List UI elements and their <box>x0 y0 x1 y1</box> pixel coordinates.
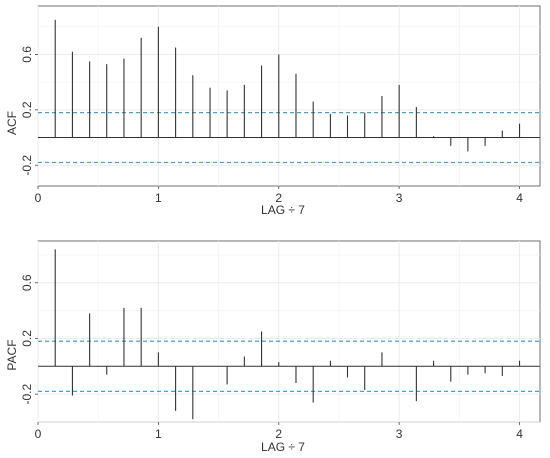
acf-x-tick-label: 1 <box>155 191 162 205</box>
pacf-plot-frame <box>37 240 541 423</box>
acf-x-tick-label: 2 <box>275 191 282 205</box>
pacf-y-tick-label: 0.6 <box>20 274 34 291</box>
acf-plot-frame <box>37 5 541 187</box>
acf-x-tick-label: 4 <box>516 191 523 205</box>
pacf-y-axis-label: PACF <box>5 339 19 370</box>
pacf-x-axis-label: LAG ÷ 7 <box>261 440 305 454</box>
pacf-y-tick-label: -0.2 <box>20 383 34 404</box>
pacf-x-tick-label: 4 <box>516 427 523 441</box>
acf-y-tick-label: -0.2 <box>20 155 34 176</box>
pacf-y-tick-label: 0.2 <box>20 330 34 347</box>
acf-y-tick-label: 0.2 <box>20 101 34 118</box>
acf-y-tick-label: 0.6 <box>20 46 34 63</box>
acf-panel: 0 1 2 3 4 -0.2 0.2 0.6 ACF LAG ÷ 7 <box>5 5 541 217</box>
pacf-x-tick-label: 2 <box>275 427 282 441</box>
pacf-panel: 0 1 2 3 4 -0.2 0.2 0.6 PACF LAG ÷ 7 <box>5 240 541 454</box>
pacf-x-tick-label: 1 <box>155 427 162 441</box>
acf-x-axis-label: LAG ÷ 7 <box>261 203 305 217</box>
acf-x-tick-label: 0 <box>35 191 42 205</box>
acf-y-axis-label: ACF <box>5 111 19 135</box>
pacf-x-tick-label: 3 <box>396 427 403 441</box>
pacf-x-tick-label: 0 <box>35 427 42 441</box>
acf-x-tick-label: 3 <box>396 191 403 205</box>
